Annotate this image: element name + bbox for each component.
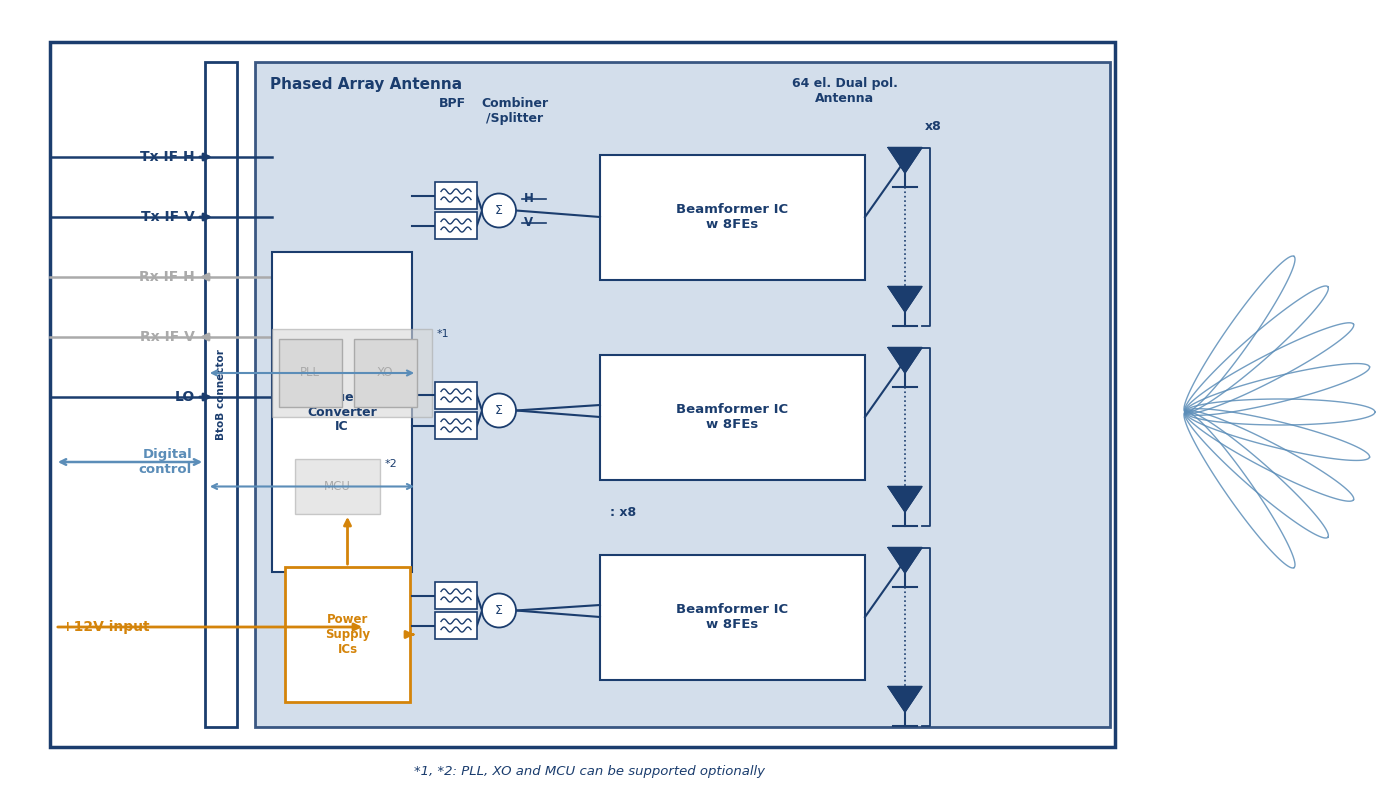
Text: *1, *2: PLL, XO and MCU can be supported optionally: *1, *2: PLL, XO and MCU can be supported… <box>414 765 766 779</box>
Text: *1: *1 <box>437 329 449 339</box>
Text: BtoB connector: BtoB connector <box>216 349 225 440</box>
Polygon shape <box>888 487 923 512</box>
Bar <box>50 42 1114 747</box>
Bar <box>255 62 1110 727</box>
Text: Phased Array Antenna: Phased Array Antenna <box>270 77 462 92</box>
Bar <box>435 212 477 239</box>
Text: MCU: MCU <box>323 480 351 493</box>
Bar <box>272 252 412 572</box>
Text: Combiner
/Splitter: Combiner /Splitter <box>482 97 549 125</box>
Text: Beamformer IC
w 8FEs: Beamformer IC w 8FEs <box>676 603 788 631</box>
Polygon shape <box>888 148 923 173</box>
Text: $\Sigma$: $\Sigma$ <box>494 604 504 617</box>
Text: H: H <box>524 192 533 205</box>
Polygon shape <box>888 347 923 373</box>
Bar <box>435 382 477 409</box>
Text: XO: XO <box>377 367 393 379</box>
Polygon shape <box>888 286 923 312</box>
Bar <box>435 412 477 439</box>
Bar <box>601 155 865 280</box>
Bar <box>204 62 237 727</box>
Text: *2: *2 <box>385 459 398 469</box>
Bar <box>286 567 410 702</box>
Bar <box>601 554 865 679</box>
Bar <box>435 582 477 609</box>
Circle shape <box>482 193 517 228</box>
Text: Rx IF V: Rx IF V <box>140 330 195 344</box>
Text: Power
Supply
ICs: Power Supply ICs <box>325 613 370 656</box>
Text: BPF: BPF <box>438 97 466 110</box>
Text: : x8: : x8 <box>610 505 636 519</box>
Text: Beamformer IC
w 8FEs: Beamformer IC w 8FEs <box>676 403 788 431</box>
Text: PLL: PLL <box>300 367 321 379</box>
Text: Tx IF V: Tx IF V <box>141 210 195 224</box>
Text: Tx IF H: Tx IF H <box>140 150 195 164</box>
Text: $\Sigma$: $\Sigma$ <box>494 204 504 217</box>
Circle shape <box>482 593 517 627</box>
Bar <box>354 339 417 407</box>
Text: V: V <box>524 216 533 229</box>
Text: x8: x8 <box>925 120 942 133</box>
Text: Rx IF H: Rx IF H <box>139 270 195 284</box>
Text: Frequency
Converter
IC: Frequency Converter IC <box>305 391 378 434</box>
Bar <box>295 459 379 514</box>
Polygon shape <box>888 687 923 712</box>
Bar <box>279 339 342 407</box>
Bar <box>601 354 865 480</box>
Text: $\Sigma$: $\Sigma$ <box>494 404 504 417</box>
Polygon shape <box>888 548 923 573</box>
Text: Digital
control: Digital control <box>139 448 192 476</box>
Text: +12V input: +12V input <box>63 620 150 634</box>
Text: 64 el. Dual pol.
Antenna: 64 el. Dual pol. Antenna <box>792 77 897 105</box>
Circle shape <box>482 394 517 427</box>
Text: Beamformer IC
w 8FEs: Beamformer IC w 8FEs <box>676 203 788 231</box>
Bar <box>435 182 477 209</box>
Bar <box>435 612 477 639</box>
Text: LO: LO <box>175 390 195 404</box>
Bar <box>272 329 433 417</box>
